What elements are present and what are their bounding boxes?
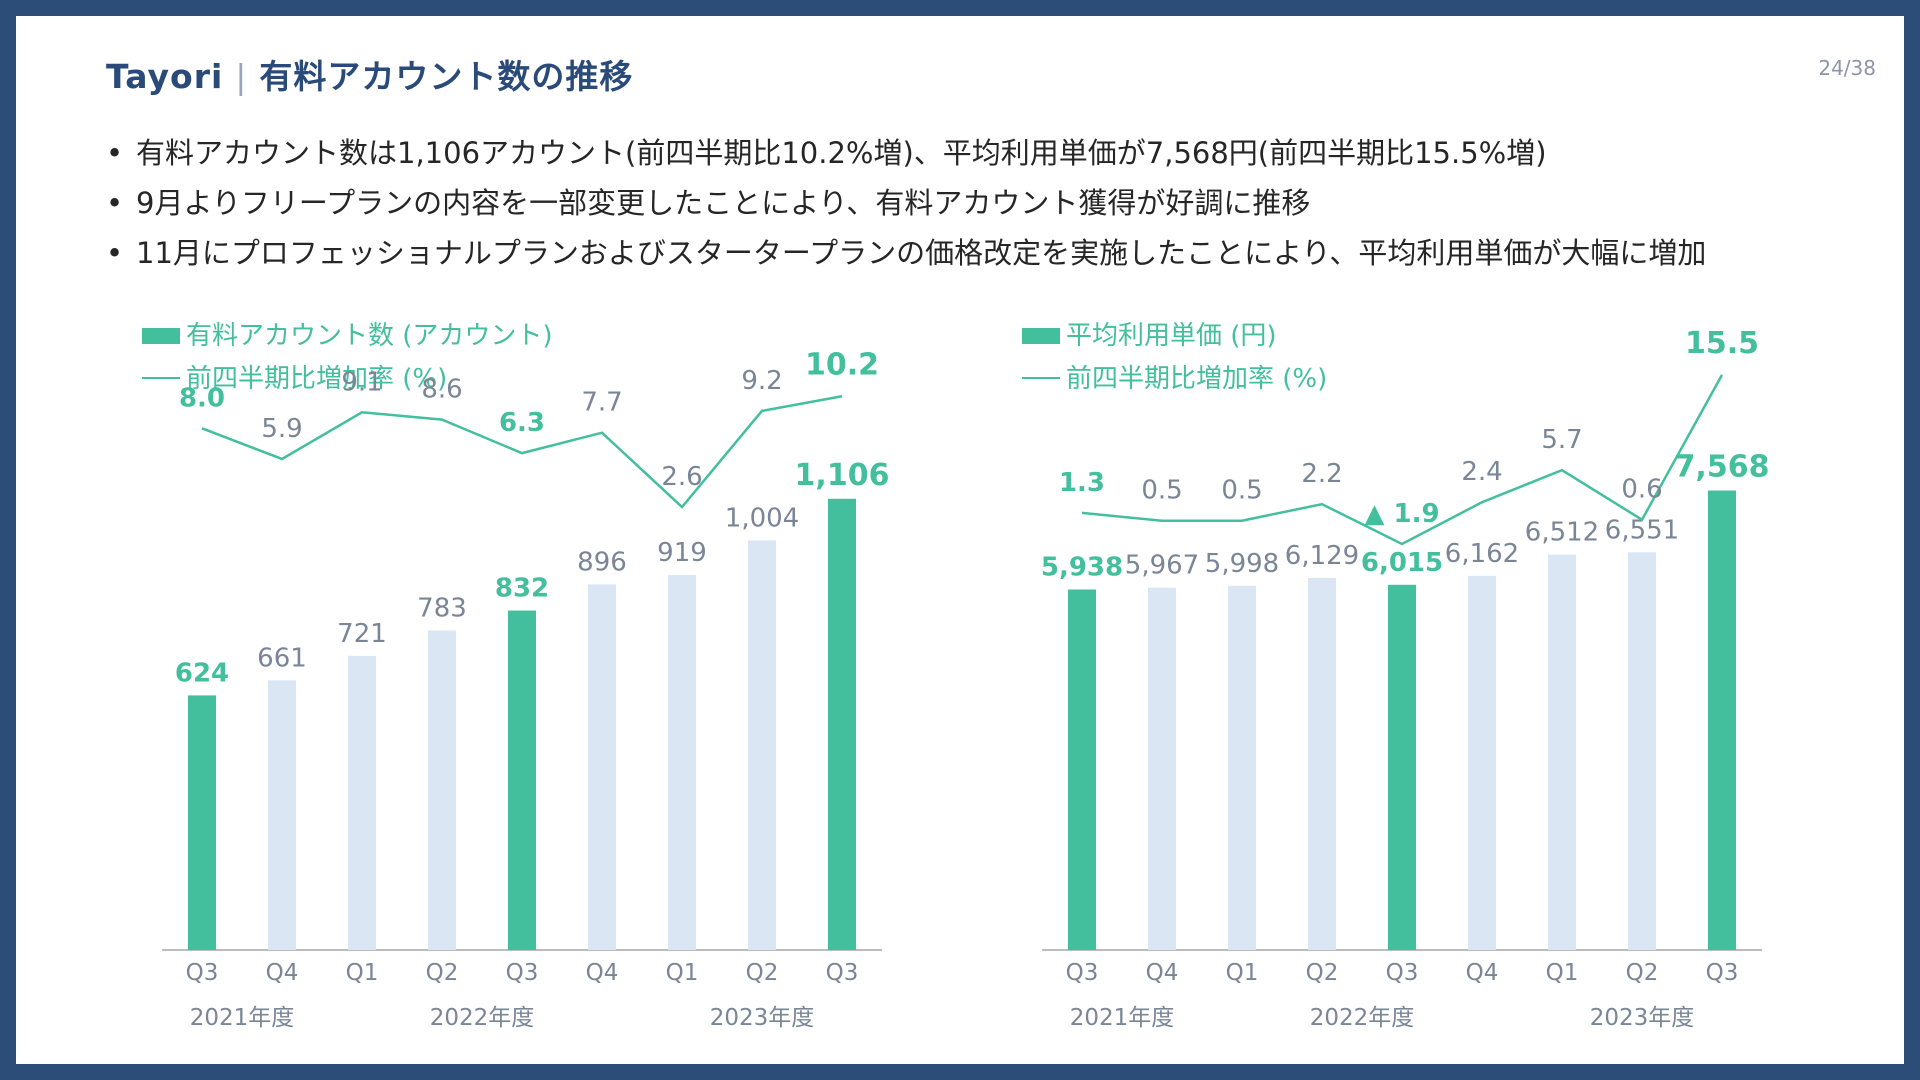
x-tick-label: Q1 bbox=[1226, 960, 1259, 986]
bar bbox=[668, 575, 696, 950]
legend-bar-swatch bbox=[1022, 328, 1060, 344]
bar bbox=[348, 655, 376, 950]
year-label: 2023年度 bbox=[1590, 1005, 1695, 1031]
brand-name: Tayori bbox=[106, 57, 224, 96]
x-tick-label: Q3 bbox=[1386, 960, 1419, 986]
x-tick-label: Q4 bbox=[586, 960, 619, 986]
x-tick-label: Q3 bbox=[1066, 960, 1099, 986]
legend-bar-label: 有料アカウント数 (アカウント) bbox=[186, 321, 553, 351]
accounts-chart: 有料アカウント数 (アカウント) 前四半期比増加率 (%) 624 Q3 661 Q4 72… bbox=[142, 321, 890, 1031]
x-tick-label: Q1 bbox=[1546, 960, 1579, 986]
title-separator: | bbox=[235, 57, 248, 96]
bar bbox=[1228, 585, 1256, 950]
growth-rate-label: 5.7 bbox=[1541, 425, 1582, 455]
bar-value-label: 624 bbox=[175, 658, 229, 688]
x-tick-label: Q4 bbox=[266, 960, 299, 986]
growth-rate-label: 0.5 bbox=[1221, 476, 1262, 506]
unit-price-chart: 平均利用単価 (円) 前四半期比増加率 (%) 5,938 Q3 5,967 Q4 5,99… bbox=[1022, 321, 1770, 1031]
x-tick-label: Q1 bbox=[346, 960, 379, 986]
bar-value-label: 661 bbox=[257, 643, 307, 673]
bullet-item: 有料アカウント数は1,106アカウント(前四半期比10.2%増)、平均利用単価が… bbox=[102, 132, 1842, 174]
bar-value-label: 6,129 bbox=[1285, 541, 1359, 571]
page-title: Tayori | 有料アカウント数の推移 bbox=[106, 50, 633, 98]
legend-bar-label: 平均利用単価 (円) bbox=[1066, 321, 1277, 351]
year-label: 2022年度 bbox=[430, 1005, 535, 1031]
bar bbox=[1628, 552, 1656, 950]
bar-value-label: 919 bbox=[657, 538, 707, 568]
bar bbox=[1148, 587, 1176, 950]
growth-rate-label: 6.3 bbox=[499, 408, 545, 438]
bullet-list: 有料アカウント数は1,106アカウント(前四半期比10.2%増)、平均利用単価が… bbox=[102, 132, 1842, 282]
bar-value-label: 5,938 bbox=[1041, 552, 1123, 582]
bar bbox=[188, 695, 216, 950]
legend-line-label: 前四半期比増加率 (%) bbox=[1066, 364, 1327, 394]
bar bbox=[1708, 490, 1736, 950]
growth-rate-label: 8.6 bbox=[421, 375, 462, 405]
growth-rate-label: 5.9 bbox=[261, 414, 302, 444]
bar bbox=[588, 584, 616, 950]
bar-value-label: 783 bbox=[417, 594, 467, 624]
growth-rate-line bbox=[1081, 374, 1724, 546]
year-label: 2023年度 bbox=[710, 1005, 815, 1031]
bullet-item: 9月よりフリープランの内容を一部変更したことにより、有料アカウント獲得が好調に推… bbox=[102, 182, 1842, 224]
x-tick-label: Q2 bbox=[426, 960, 459, 986]
x-tick-label: Q3 bbox=[1706, 960, 1739, 986]
bullet-item: 11月にプロフェッショナルプランおよびスタータープランの価格改定を実施したことに… bbox=[102, 232, 1842, 274]
x-tick-label: Q3 bbox=[186, 960, 219, 986]
bar-value-label: 896 bbox=[577, 547, 627, 577]
growth-rate-label: 0.6 bbox=[1621, 475, 1662, 505]
x-tick-label: Q4 bbox=[1466, 960, 1499, 986]
x-tick-label: Q3 bbox=[826, 960, 859, 986]
year-label: 2021年度 bbox=[190, 1005, 295, 1031]
bar-value-label: 721 bbox=[337, 619, 387, 649]
growth-rate-line bbox=[201, 395, 843, 509]
growth-rate-label: ▲ 1.9 bbox=[1364, 499, 1439, 529]
bar-value-label: 6,512 bbox=[1525, 518, 1599, 548]
bar-value-label: 7,568 bbox=[1675, 450, 1770, 485]
x-tick-label: Q2 bbox=[746, 960, 779, 986]
growth-rate-label: 9.2 bbox=[741, 366, 782, 396]
bar bbox=[1308, 577, 1336, 950]
bar bbox=[1068, 589, 1096, 950]
title-text: 有料アカウント数の推移 bbox=[259, 57, 634, 96]
x-tick-label: Q2 bbox=[1626, 960, 1659, 986]
growth-rate-label: 9.1 bbox=[341, 367, 382, 397]
growth-rate-label: 15.5 bbox=[1685, 326, 1759, 361]
bar-value-label: 1,106 bbox=[795, 458, 890, 493]
bar-value-label: 1,004 bbox=[725, 503, 799, 533]
growth-rate-label: 10.2 bbox=[805, 347, 879, 382]
growth-rate-label: 2.6 bbox=[661, 462, 702, 492]
growth-rate-label: 8.0 bbox=[179, 383, 225, 413]
x-tick-label: Q2 bbox=[1306, 960, 1339, 986]
bar bbox=[828, 498, 856, 950]
growth-rate-label: 1.3 bbox=[1059, 468, 1105, 498]
x-tick-label: Q3 bbox=[506, 960, 539, 986]
bar bbox=[268, 680, 296, 950]
x-tick-label: Q1 bbox=[666, 960, 699, 986]
x-tick-label: Q4 bbox=[1146, 960, 1179, 986]
bar bbox=[428, 630, 456, 950]
bar-value-label: 5,998 bbox=[1205, 549, 1279, 579]
year-label: 2022年度 bbox=[1310, 1005, 1415, 1031]
bar bbox=[1548, 554, 1576, 950]
bar-value-label: 5,967 bbox=[1125, 551, 1199, 581]
growth-rate-label: 7.7 bbox=[581, 388, 622, 418]
bar bbox=[1388, 584, 1416, 950]
bar bbox=[1468, 575, 1496, 950]
bar bbox=[748, 540, 776, 950]
year-label: 2021年度 bbox=[1070, 1005, 1175, 1031]
bar-value-label: 6,015 bbox=[1361, 548, 1443, 578]
page-number: 24/38 bbox=[1818, 56, 1876, 80]
growth-rate-label: 2.2 bbox=[1301, 459, 1342, 489]
bar bbox=[508, 610, 536, 950]
bar-value-label: 6,162 bbox=[1445, 539, 1519, 569]
growth-rate-label: 2.4 bbox=[1461, 457, 1502, 487]
legend-bar-swatch bbox=[142, 328, 180, 344]
growth-rate-label: 0.5 bbox=[1141, 476, 1182, 506]
legend-line-label: 前四半期比増加率 (%) bbox=[186, 364, 447, 394]
bar-value-label: 832 bbox=[495, 574, 549, 604]
